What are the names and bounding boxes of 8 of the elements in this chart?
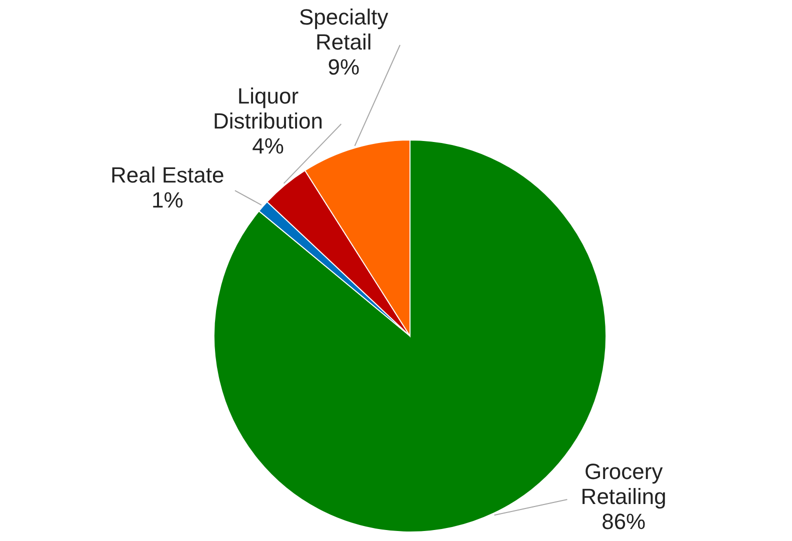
slice-label: Liquor Distribution xyxy=(212,84,323,134)
slice-label: Grocery Retailing xyxy=(580,459,666,509)
slice-label: Real Estate xyxy=(110,162,224,188)
data-label: 9% xyxy=(328,54,360,80)
data-label: 4% xyxy=(252,134,284,159)
slice-label: Specialty Retail xyxy=(298,4,388,55)
data-label: 86% xyxy=(602,509,646,534)
data-label: 1% xyxy=(151,188,184,213)
